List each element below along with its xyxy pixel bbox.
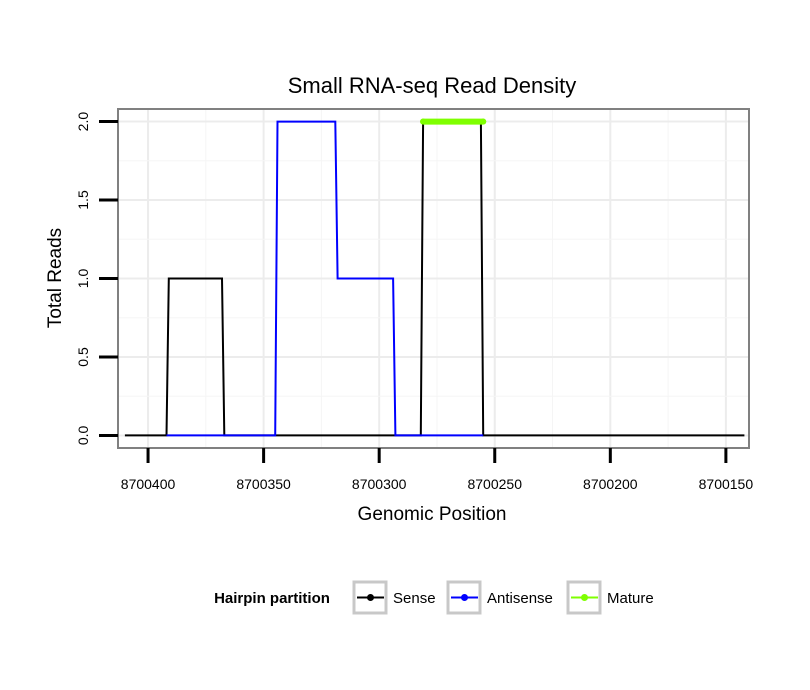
series-layer xyxy=(124,118,745,437)
chart-title: Small RNA-seq Read Density xyxy=(288,73,577,98)
series-line-antisense xyxy=(166,120,484,437)
series-point-mature xyxy=(420,118,427,125)
x-tick-label: 8700300 xyxy=(352,476,407,492)
legend-key-point xyxy=(461,594,468,601)
series-point-mature xyxy=(480,118,487,125)
y-axis: 0.0 0.5 1.0 1.5 2.0 xyxy=(75,112,118,445)
legend-entries: Sense Antisense Mature xyxy=(352,580,654,615)
y-tick-label: 2.0 xyxy=(75,112,91,132)
legend-key-point xyxy=(581,594,588,601)
plot-area xyxy=(117,108,750,449)
y-tick-label: 0.5 xyxy=(75,347,91,367)
y-tick-label: 1.0 xyxy=(75,269,91,289)
legend-key-point xyxy=(367,594,374,601)
x-axis: 8700400 8700350 8700300 8700250 8700200 87001… xyxy=(121,448,754,492)
legend-item-antisense: Antisense xyxy=(446,580,553,615)
x-tick-label: 8700150 xyxy=(699,476,754,492)
x-tick-label: 8700250 xyxy=(467,476,522,492)
legend-item-sense: Sense xyxy=(352,580,436,615)
legend-label-mature: Mature xyxy=(607,590,654,607)
legend-item-mature: Mature xyxy=(566,580,654,615)
legend: Hairpin partition Sense Antisense Mature xyxy=(214,580,654,615)
y-tick-label: 1.5 xyxy=(75,190,91,210)
y-axis-label: Total Reads xyxy=(45,228,66,328)
legend-title: Hairpin partition xyxy=(214,590,330,607)
grid xyxy=(118,109,749,448)
legend-label-antisense: Antisense xyxy=(487,590,553,607)
y-tick-label: 0.0 xyxy=(75,425,91,445)
x-tick-label: 8700400 xyxy=(121,476,176,492)
x-tick-label: 8700350 xyxy=(236,476,291,492)
x-axis-label: Genomic Position xyxy=(358,504,507,525)
legend-label-sense: Sense xyxy=(393,590,436,607)
x-tick-label: 8700200 xyxy=(583,476,638,492)
